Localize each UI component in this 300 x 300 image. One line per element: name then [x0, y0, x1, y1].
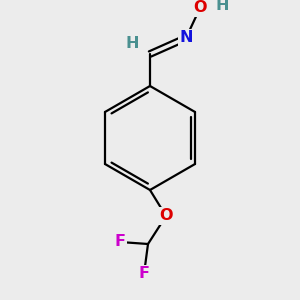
Text: F: F — [139, 266, 149, 281]
Text: O: O — [193, 1, 207, 16]
Text: N: N — [179, 31, 193, 46]
Text: H: H — [125, 37, 139, 52]
Text: O: O — [159, 208, 173, 224]
Text: F: F — [115, 235, 125, 250]
Text: H: H — [215, 0, 229, 14]
